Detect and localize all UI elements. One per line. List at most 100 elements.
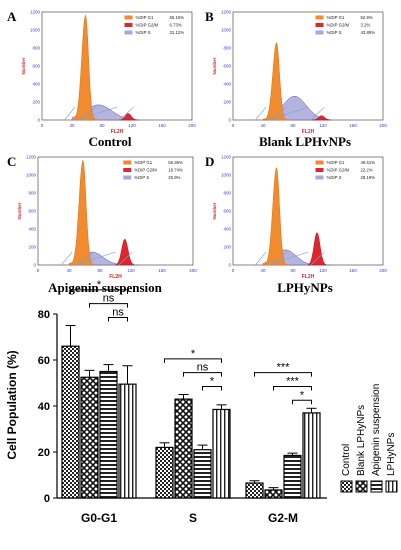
panel-letter: B [205,9,214,24]
y-tick-label: 1000 [26,173,37,178]
y-axis-label: Number [17,202,22,219]
y-tick-label: 200 [28,245,36,250]
legend-label: Blank LPHyNPs [356,405,367,476]
y-tick-label: 0 [33,263,36,268]
gate-line [310,251,325,266]
g2m-peak [312,115,331,121]
x-tick-label: 40 [69,123,75,128]
y-tick-label: 20 [38,447,50,459]
y-tick-label: 600 [223,64,231,69]
histogram-plot: 0 40 80 120 160 200 0 200 400 600 800 1000 1200 FL2H N… [212,155,387,281]
legend-value: 65.15% [170,15,185,20]
significance-label: * [300,389,305,401]
legend-value: 31.12% [170,30,185,35]
bar [118,383,137,499]
legend-label: LPHyNPs [386,433,397,476]
x-tick-label: G0-G1 [81,511,117,525]
y-axis-label: Number [21,57,26,74]
legend-label: %DIP G2/M [327,23,350,28]
legend-swatch [123,168,132,172]
legend-value: 52.9% [361,15,373,20]
legend-label: %DIP S [327,175,342,180]
significance-label: * [97,279,102,291]
legend-swatch [315,160,324,165]
legend-label: %DIP G1 [327,160,345,165]
histogram-panel-d: D 0 40 80 120 160 200 0 200 400 600 800 1000 1200 FL2… [205,154,387,295]
legend-swatch [315,175,324,180]
legend-value: 49.61% [361,160,376,165]
y-tick-label: 1000 [221,173,232,178]
legend-swatch [315,23,324,27]
x-tick-label: 40 [66,268,72,273]
histogram-panel-a: A 0 40 80 120 160 200 0 200 400 600 800 1000 1200 FL2… [7,9,196,149]
significance-bracket [164,358,222,363]
y-tick-label: 0 [228,118,231,123]
gate-line [61,251,73,266]
x-tick-label: 40 [260,123,266,128]
significance-bracket [254,372,312,377]
legend-label: %DIP S [136,30,151,35]
legend-label: %DIP S [134,175,149,180]
x-tick-label: 0 [232,268,235,273]
x-tick-label: 0 [37,268,40,273]
bar [61,345,80,499]
y-tick-label: 0 [228,263,231,268]
y-tick-label: 1000 [221,28,232,33]
legend-label: %DIP G2/M [327,168,350,173]
significance-label: * [191,348,196,360]
cell-cycle-bar-chart: Cell Population (%) 020406080G0-G1*nsnsS… [5,279,398,525]
x-axis-label: FL2H [302,129,315,135]
y-tick-label: 400 [223,82,231,87]
gate-line [268,251,309,266]
x-tick-label: 120 [319,268,327,273]
plot-frame [232,156,384,266]
x-axis-label: FL2H [111,129,124,135]
y-tick-label: 200 [223,245,231,250]
x-tick-label: 80 [290,268,296,273]
g2m-peak [115,238,135,266]
histogram-panel-b: B 0 40 80 120 160 200 0 200 400 600 800 1000 1200 FL2… [205,9,387,149]
legend-label: %DIP G1 [136,15,154,20]
histogram-plot: 0 40 80 120 160 200 0 200 400 600 800 1000 1200 FL2H N… [17,155,197,281]
x-tick-label: 80 [290,123,296,128]
plot-frame [41,11,193,121]
x-tick-label: 0 [232,123,235,128]
x-tick-label: 80 [97,268,103,273]
y-tick-label: 1200 [30,10,41,15]
y-tick-label: 0 [44,493,50,505]
y-tick-label: 1000 [30,28,41,33]
significance-bracket [108,316,128,322]
plot-frame [37,156,194,266]
bar [80,376,99,499]
legend-swatch [315,15,324,20]
x-tick-label: 200 [188,123,196,128]
x-tick-label: 200 [379,268,387,273]
y-tick-label: 1200 [221,155,232,160]
plot-frame [232,11,384,121]
legend-value: 18.74% [168,168,183,173]
bar [155,446,174,499]
gate-line [75,251,116,266]
x-tick-label: 0 [41,123,44,128]
x-tick-label: 200 [189,268,197,273]
x-tick-label: 120 [128,123,136,128]
panel-caption: Control [88,134,131,149]
gate-line [270,106,288,121]
x-tick-label: 200 [379,123,387,128]
g1-peak [259,41,290,121]
significance-label: ns [103,293,115,305]
y-tick-label: 800 [28,191,36,196]
significance-label: ns [197,362,209,374]
gate-line [255,251,267,266]
y-tick-label: 40 [38,401,50,413]
legend-swatch [385,480,398,493]
bar [264,489,283,499]
legend-swatch [124,23,133,27]
legend-value: 22.2% [361,168,373,173]
legend-label: %DIP G2/M [134,168,157,173]
gate-line [118,251,133,266]
x-tick-label: 160 [349,123,357,128]
legend-swatch [123,175,132,180]
histogram-plot: 0 40 80 120 160 200 0 200 400 600 800 1000 1200 FL2H N… [212,10,387,136]
